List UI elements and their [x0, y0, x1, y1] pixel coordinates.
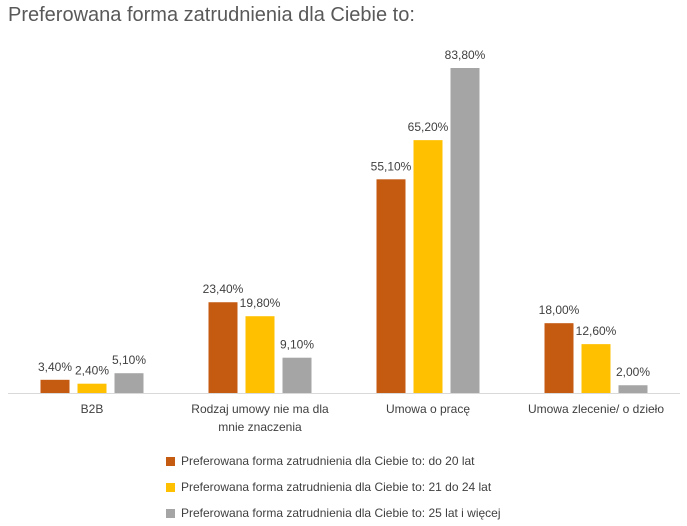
x-tick-label: Rodzaj umowy nie ma dla — [191, 402, 329, 416]
data-label: 18,00% — [539, 303, 580, 317]
bar — [618, 385, 648, 393]
bar — [77, 383, 107, 393]
data-label: 2,40% — [75, 364, 109, 378]
legend-item: Preferowana forma zatrudnienia dla Ciebi… — [166, 474, 501, 500]
x-tick-label: Umowa zlecenie/ o dzieło — [528, 402, 664, 416]
data-label: 65,20% — [408, 120, 449, 134]
data-label: 9,10% — [280, 338, 314, 352]
x-tick-label: B2B — [81, 402, 104, 416]
data-label: 3,40% — [38, 360, 72, 374]
legend: Preferowana forma zatrudnienia dla Ciebi… — [166, 448, 501, 526]
legend-swatch-icon — [166, 456, 175, 466]
legend-item: Preferowana forma zatrudnienia dla Ciebi… — [166, 448, 501, 474]
bar — [450, 68, 480, 393]
bar — [245, 316, 275, 393]
chart-title: Preferowana forma zatrudnienia dla Ciebi… — [8, 4, 415, 26]
legend-item: Preferowana forma zatrudnienia dla Ciebi… — [166, 500, 501, 526]
data-label: 23,40% — [203, 282, 244, 296]
legend-label: Preferowana forma zatrudnienia dla Ciebi… — [181, 506, 501, 520]
legend-label: Preferowana forma zatrudnienia dla Ciebi… — [181, 454, 475, 468]
bar — [581, 344, 611, 393]
x-tick-label: mnie znaczenia — [218, 420, 302, 434]
bar — [413, 140, 443, 393]
bar — [40, 379, 70, 393]
bar — [376, 179, 406, 393]
bar — [114, 373, 144, 393]
bar — [282, 357, 312, 393]
data-label: 5,10% — [112, 353, 146, 367]
legend-label: Preferowana forma zatrudnienia dla Ciebi… — [181, 480, 492, 494]
data-label: 55,10% — [371, 159, 412, 173]
bar-chart: 3,40% 2,40%5,10% B2B 23,40%19,80% 9,10% Rodza… — [8, 48, 680, 434]
data-label: 2,00% — [616, 365, 650, 379]
data-label: 12,60% — [576, 324, 617, 338]
legend-swatch-icon — [166, 482, 175, 492]
bar — [544, 323, 574, 393]
data-label: 83,80% — [445, 48, 486, 62]
legend-swatch-icon — [166, 508, 175, 518]
bar — [208, 302, 238, 393]
x-tick-label: Umowa o pracę — [386, 402, 470, 416]
data-label: 19,80% — [240, 296, 281, 310]
